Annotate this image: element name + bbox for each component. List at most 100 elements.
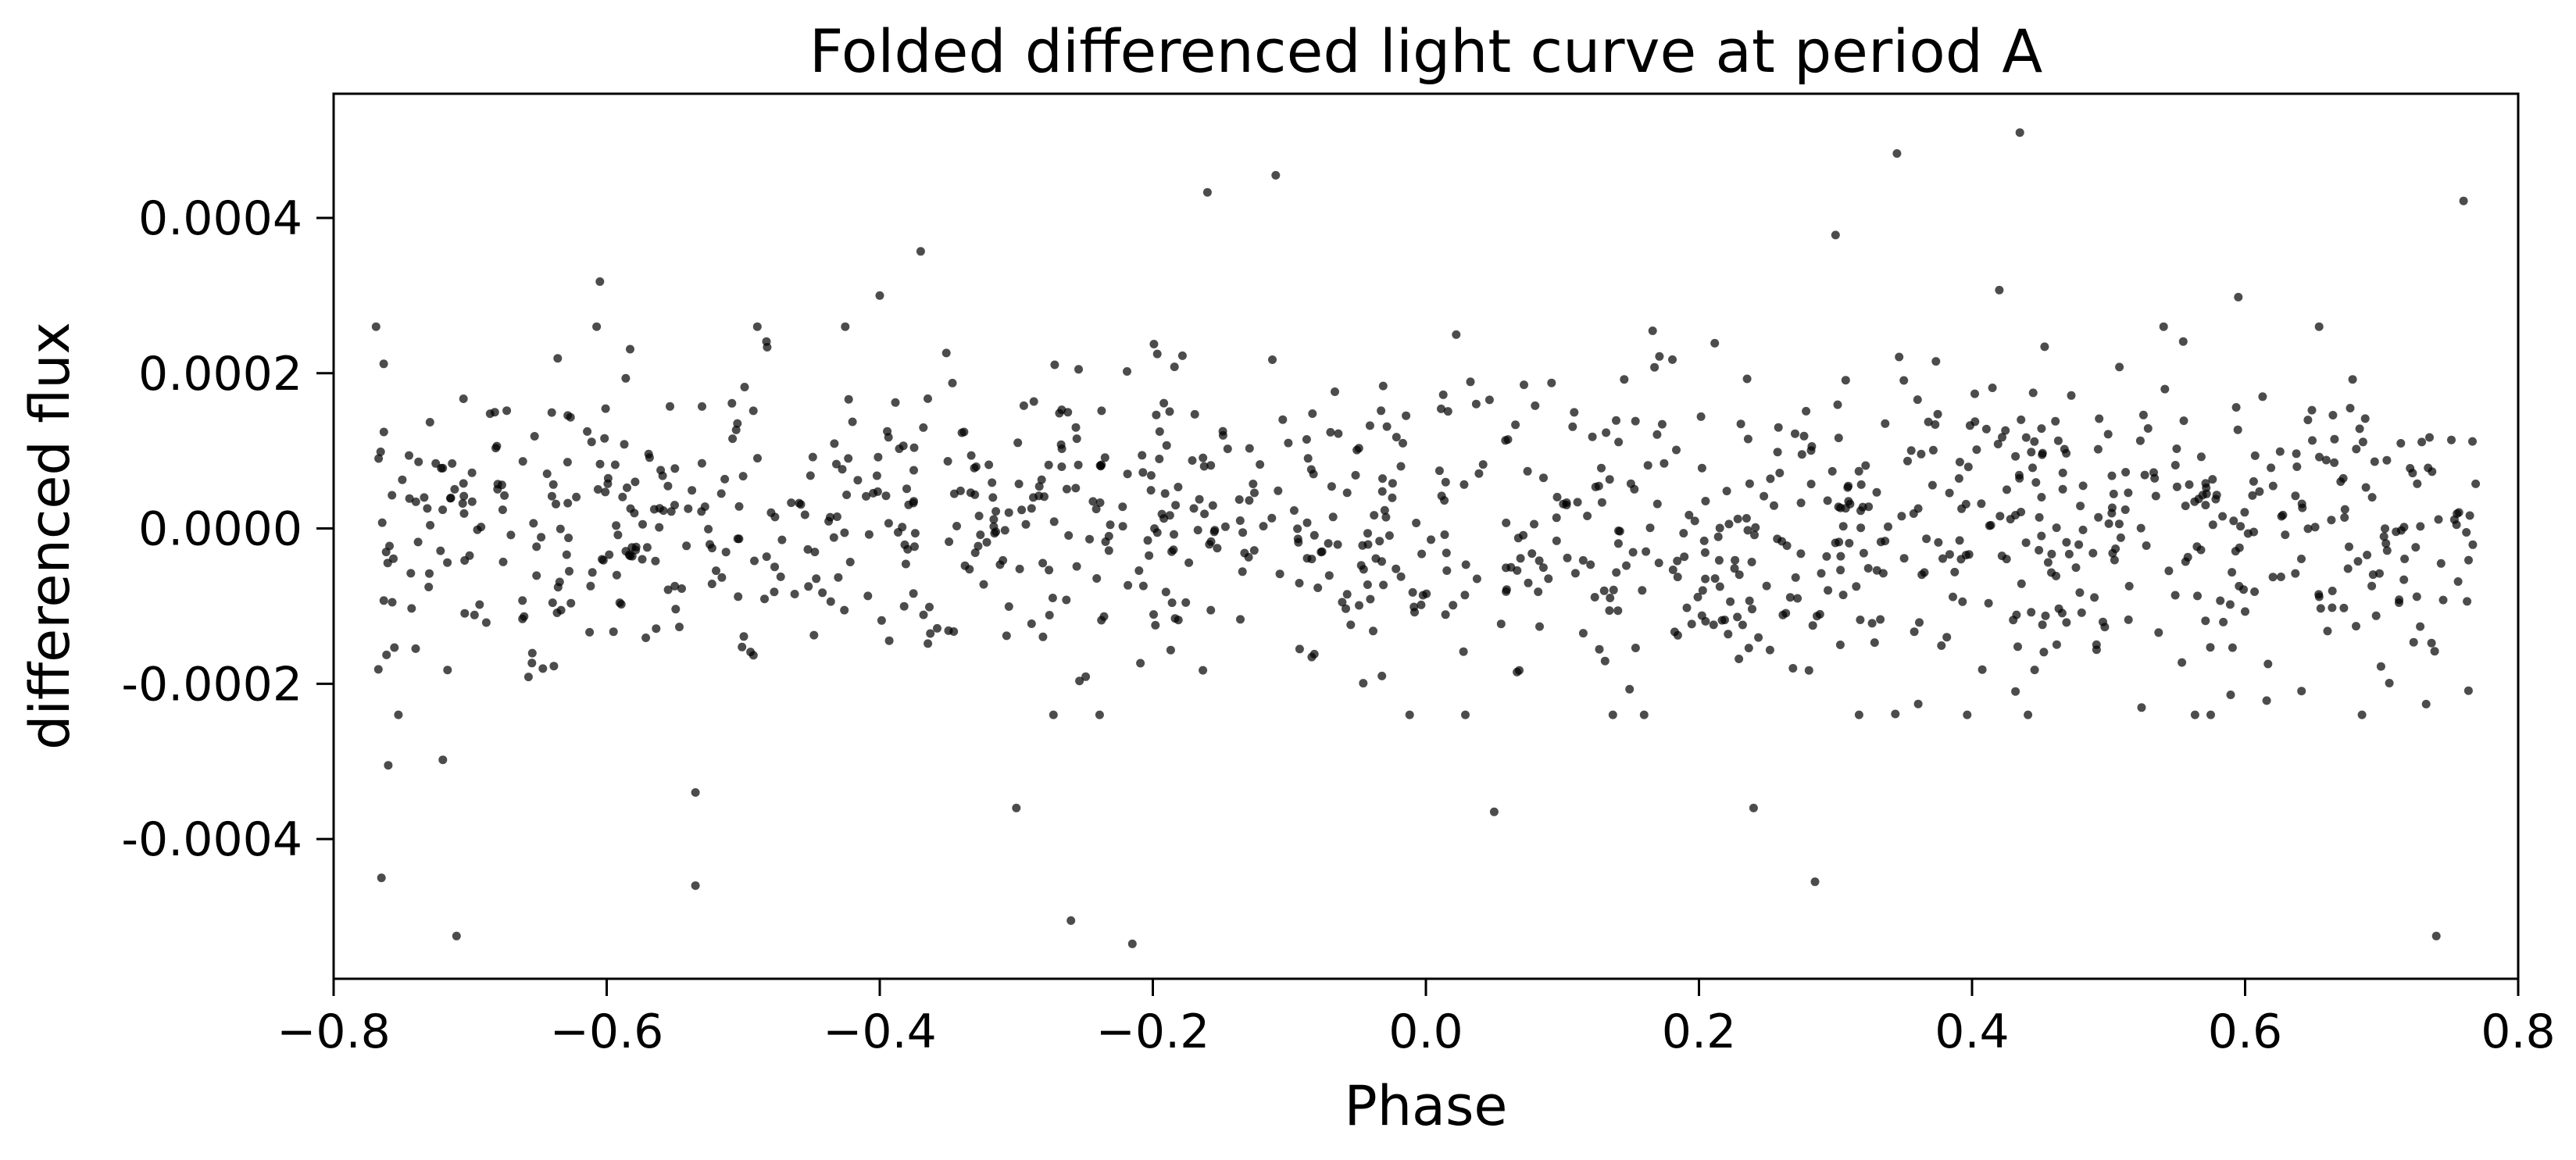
data-point (1913, 395, 1922, 405)
data-point (2196, 545, 2206, 555)
data-point (2108, 548, 2117, 558)
data-point (1223, 444, 1232, 454)
data-point (601, 404, 610, 413)
data-point (1138, 451, 1147, 460)
data-point (1459, 647, 1468, 656)
x-tick-label: −0.2 (1096, 1005, 1210, 1059)
data-point (624, 550, 634, 559)
data-point (470, 610, 479, 619)
data-point (1609, 585, 1618, 594)
data-point (1034, 482, 1044, 491)
data-point (1152, 349, 1162, 359)
data-point (1606, 594, 1615, 602)
data-point (1775, 469, 1785, 477)
data-point (1928, 445, 1938, 455)
data-point (2363, 551, 2372, 559)
data-point (1978, 665, 1987, 674)
data-point (1945, 488, 1954, 498)
data-point (1004, 602, 1013, 611)
data-point (1835, 537, 1844, 547)
data-point (1317, 548, 1326, 557)
data-point (2297, 499, 2306, 509)
data-point (2014, 470, 2024, 480)
data-point (1802, 406, 1811, 416)
data-point (2452, 520, 2461, 530)
data-point (1459, 480, 1469, 489)
data-point (1717, 616, 1727, 625)
data-point (2262, 696, 2271, 705)
data-point (1696, 412, 1706, 421)
data-point (808, 452, 817, 462)
data-point (740, 383, 749, 391)
data-point (2338, 473, 2348, 483)
data-point (1552, 492, 1562, 501)
data-point (970, 548, 980, 558)
data-point (1568, 422, 1577, 431)
data-point (1597, 498, 1606, 507)
data-point (1552, 536, 1561, 545)
data-point (1342, 488, 1352, 498)
data-point (2185, 480, 2194, 489)
data-point (1388, 479, 1397, 488)
data-point (862, 491, 870, 501)
data-point (1838, 591, 1848, 600)
y-tick-label: -0.0002 (121, 657, 302, 712)
data-point (830, 439, 839, 448)
data-point (1715, 523, 1724, 533)
data-point (1583, 512, 1592, 520)
data-point (1654, 559, 1663, 568)
data-point (1165, 407, 1174, 416)
y-axis-label: differenced flux (18, 322, 82, 750)
data-point (1530, 519, 1538, 529)
data-point (1331, 387, 1339, 396)
data-point (1770, 501, 1778, 510)
data-point (2328, 587, 2337, 595)
data-point (832, 459, 841, 469)
data-point (1515, 666, 1524, 675)
data-point (2323, 626, 2332, 636)
data-point (970, 463, 979, 473)
data-point (537, 533, 546, 542)
data-point (1100, 453, 1109, 462)
data-point (738, 642, 747, 651)
data-point (2013, 642, 2022, 651)
data-point (1045, 611, 1054, 619)
data-point (2239, 585, 2248, 594)
data-point (1679, 529, 1688, 538)
data-point (630, 509, 639, 518)
data-point (1220, 522, 1230, 531)
data-point (1355, 601, 1363, 610)
data-point (1735, 570, 1744, 580)
data-point (2030, 437, 2039, 446)
data-point (2367, 581, 2377, 591)
data-point (966, 451, 976, 460)
data-point (1906, 446, 1916, 455)
data-point (1806, 480, 1816, 489)
data-point (2400, 555, 2410, 563)
data-point (572, 492, 581, 501)
data-point (796, 500, 806, 509)
data-point (2233, 425, 2242, 434)
data-point (2094, 512, 2103, 522)
data-point (1984, 598, 1993, 608)
data-point (1074, 365, 1083, 374)
data-point (426, 520, 435, 530)
data-point (438, 463, 448, 473)
data-point (1867, 619, 1877, 628)
data-point (1155, 427, 1164, 436)
data-point (2151, 491, 2160, 501)
data-point (1895, 352, 1904, 362)
data-point (1876, 615, 1885, 624)
data-point (592, 322, 602, 331)
data-point (467, 497, 477, 506)
data-point (556, 524, 565, 534)
data-point (2114, 519, 2124, 529)
data-point (728, 434, 738, 444)
data-point (1489, 807, 1499, 816)
data-point (2464, 555, 2473, 565)
data-point (1019, 401, 1028, 410)
data-point (2078, 525, 2088, 534)
data-point (2021, 538, 2031, 548)
data-point (1284, 438, 1293, 448)
data-point (1620, 375, 1629, 384)
